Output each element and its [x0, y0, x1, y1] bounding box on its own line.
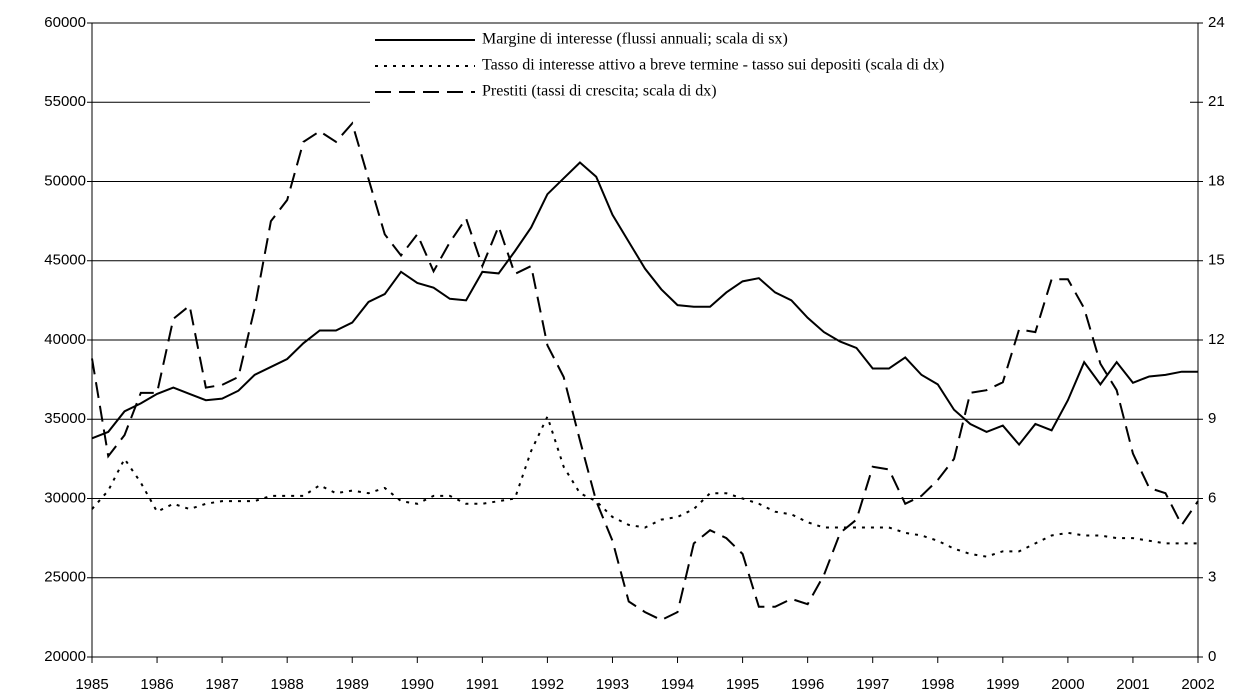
- x-tick-label: 1994: [661, 676, 694, 693]
- y2-tick-label: 24: [1208, 14, 1225, 31]
- y-tick-label: 55000: [44, 93, 86, 110]
- y2-tick-label: 15: [1208, 252, 1225, 269]
- y2-tick-label: 12: [1208, 331, 1225, 348]
- x-tick-label: 1990: [401, 676, 434, 693]
- x-tick-label: 1988: [270, 676, 303, 693]
- x-tick-label: 2001: [1116, 676, 1149, 693]
- x-tick-label: 2000: [1051, 676, 1084, 693]
- series-line: [91, 413, 1198, 558]
- x-tick-label: 1992: [531, 676, 564, 693]
- y-tick-label: 25000: [44, 569, 86, 586]
- x-tick-label: 1989: [336, 676, 369, 693]
- legend-label: Prestiti (tassi di crescita; scala di dx…: [482, 83, 717, 100]
- x-tick-label: 1987: [205, 676, 238, 693]
- x-tick-label: 1997: [856, 676, 889, 693]
- x-tick-label: 1995: [726, 676, 759, 693]
- x-tick-label: 1991: [466, 676, 499, 693]
- y-tick-label: 35000: [44, 410, 86, 427]
- x-tick-label: 1986: [140, 676, 173, 693]
- y-tick-label: 50000: [44, 172, 86, 189]
- y2-tick-label: 9: [1208, 410, 1216, 427]
- x-tick-label: 1999: [986, 676, 1019, 693]
- y-tick-label: 45000: [44, 252, 86, 269]
- y-tick-label: 30000: [44, 489, 86, 506]
- x-tick-label: 1985: [75, 676, 108, 693]
- y2-tick-label: 18: [1208, 172, 1225, 189]
- legend-box: [370, 26, 1190, 110]
- series-line: [91, 161, 1198, 447]
- y-tick-label: 20000: [44, 648, 86, 665]
- legend-label: Margine di interesse (flussi annuali; sc…: [482, 31, 788, 48]
- y2-tick-label: 6: [1208, 489, 1216, 506]
- y2-tick-label: 0: [1208, 648, 1216, 665]
- x-tick-label: 1998: [921, 676, 954, 693]
- x-tick-label: 2002: [1181, 676, 1214, 693]
- x-tick-label: 1996: [791, 676, 824, 693]
- y2-tick-label: 3: [1208, 569, 1216, 586]
- legend-label: Tasso di interesse attivo a breve termin…: [482, 57, 944, 74]
- x-tick-label: 1993: [596, 676, 629, 693]
- y2-tick-label: 21: [1208, 93, 1225, 110]
- y-tick-label: 40000: [44, 331, 86, 348]
- y-tick-label: 60000: [44, 14, 86, 31]
- series-line: [91, 121, 1199, 622]
